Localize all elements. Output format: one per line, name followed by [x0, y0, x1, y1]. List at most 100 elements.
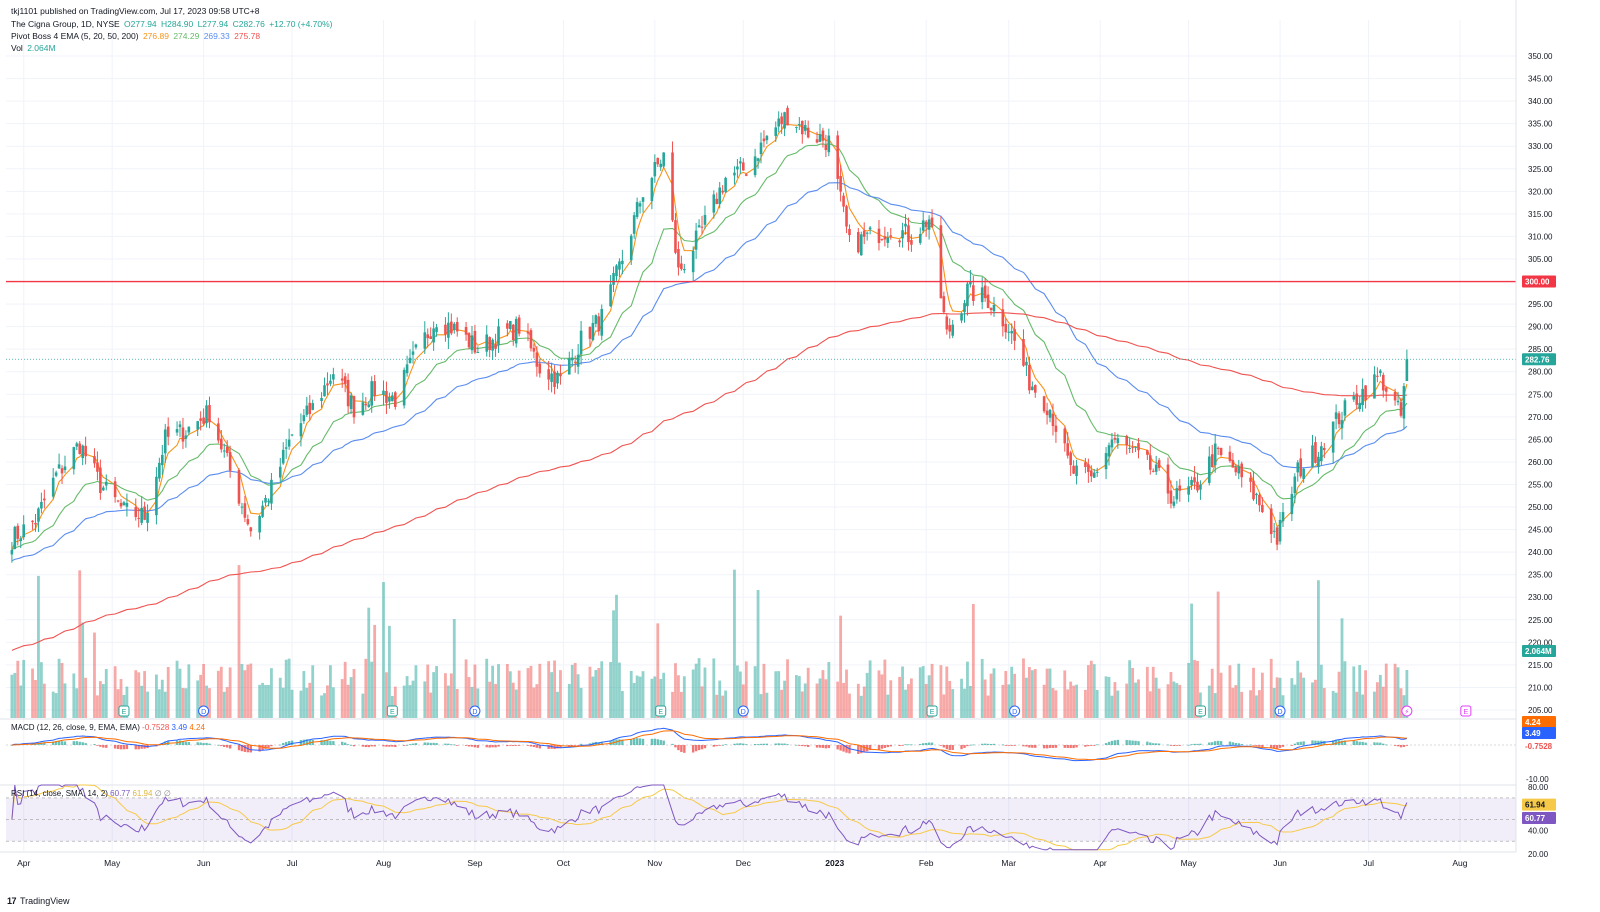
time-tick-label: Jun: [1273, 858, 1287, 868]
candle-body: [1063, 428, 1067, 444]
volume-bar: [591, 676, 595, 718]
macd-histogram-bar: [1072, 745, 1075, 749]
candle-body: [724, 177, 727, 193]
volume-bar: [452, 619, 456, 718]
macd-signal-value: 4.24: [189, 723, 205, 732]
candle-body: [559, 373, 562, 377]
volume-bar: [1045, 668, 1049, 718]
macd-histogram-bar: [924, 742, 928, 745]
candle-body: [877, 228, 881, 244]
volume-bar: [467, 677, 471, 718]
volume-bar: [219, 666, 223, 718]
candle-body: [1048, 409, 1052, 418]
macd-histogram-bar: [494, 745, 497, 748]
volume-bar: [1302, 677, 1306, 718]
macd-histogram-bar: [243, 745, 247, 752]
price-tick-label: 280.00: [1528, 368, 1553, 377]
volume-bar: [1355, 691, 1359, 718]
volume-bar: [57, 658, 61, 718]
volume-bar: [1405, 670, 1409, 718]
macd-histogram-bar: [827, 745, 831, 749]
candle-body: [385, 390, 388, 403]
ohlc-high: H284.90: [161, 19, 194, 29]
candle-body: [1278, 519, 1282, 542]
candle-body: [677, 249, 680, 268]
volume-legend[interactable]: Vol 2.064M: [11, 43, 58, 54]
volume-bar: [208, 688, 211, 718]
candle-body: [102, 487, 105, 491]
macd-histogram-bar: [1396, 745, 1400, 747]
event-marker-label: E: [390, 709, 395, 716]
volume-bar: [1169, 672, 1173, 718]
volume-bar: [1001, 684, 1005, 718]
rsi-empty-2: ∅: [163, 789, 171, 798]
volume-bar: [927, 675, 931, 718]
macd-histogram-bar: [113, 745, 117, 749]
macd-histogram-bar: [621, 739, 624, 745]
candle-body: [529, 330, 533, 349]
symbol-legend[interactable]: The Cigna Group, 1D, NYSE O277.94 H284.9…: [11, 19, 335, 30]
macd-histogram-bar: [1131, 740, 1134, 745]
candle-body: [51, 477, 55, 497]
macd-histogram-bar: [140, 745, 143, 749]
candle-body: [96, 462, 99, 472]
rsi-legend[interactable]: RSI (14, close, SMA, 14, 2) 60.77 61.94 …: [11, 789, 171, 798]
macd-histogram-bar: [1125, 740, 1128, 745]
macd-histogram-bar: [116, 745, 120, 750]
dividend-marker: [469, 705, 481, 717]
candle-body: [980, 287, 984, 303]
macd-histogram-bar: [143, 745, 146, 749]
candle-body: [886, 237, 890, 243]
macd-histogram-bar: [571, 745, 574, 747]
volume-bar: [39, 662, 43, 718]
candle-body: [225, 446, 229, 454]
candle-body: [821, 130, 825, 141]
macd-histogram-bar: [72, 741, 76, 745]
volume-bar: [794, 675, 798, 718]
candle-body: [1066, 443, 1070, 456]
volume-bar: [1317, 580, 1320, 718]
volume-bar: [1334, 692, 1338, 718]
candle-body: [983, 285, 987, 299]
macd-histogram-bar: [556, 745, 559, 749]
volume-bar: [281, 687, 285, 718]
macd-histogram-bar: [815, 745, 819, 748]
volume-bar: [449, 673, 453, 718]
volume-bar: [910, 678, 913, 718]
macd-histogram-bar: [1042, 745, 1046, 749]
volume-bar: [305, 687, 309, 718]
macd-legend[interactable]: MACD (12, 26, close, 9, EMA, EMA) -0.752…: [11, 723, 205, 732]
macd-signal-badge-bg: [1522, 716, 1556, 728]
volume-bar: [862, 686, 866, 718]
candle-body: [382, 390, 385, 395]
volume-bar: [700, 686, 704, 718]
candle-body: [780, 116, 783, 125]
candle-body: [450, 321, 453, 334]
volume-bar: [733, 569, 736, 718]
macd-histogram-bar: [450, 744, 453, 746]
macd-histogram-bar: [509, 745, 512, 746]
macd-histogram-bar: [1134, 740, 1137, 745]
candle-body: [656, 158, 660, 165]
ema-legend[interactable]: Pivot Boss 4 EMA (5, 20, 50, 200) 276.89…: [11, 31, 262, 42]
macd-histogram-bar: [476, 745, 480, 748]
macd-histogram-bar: [1358, 741, 1361, 745]
candle-body: [411, 351, 415, 355]
time-tick-label: Jul: [287, 858, 298, 868]
volume-bar: [326, 685, 329, 718]
volume-bar: [656, 623, 660, 718]
candle-body: [948, 325, 952, 332]
candle-body: [22, 524, 25, 538]
macd-histogram-bar: [980, 743, 984, 745]
volume-bar: [924, 683, 928, 718]
dividend-marker: [198, 705, 210, 717]
candle-body: [700, 226, 704, 228]
macd-histogram-bar: [1261, 745, 1264, 748]
candle-body: [84, 445, 87, 457]
candle-body: [367, 404, 371, 407]
candle-body: [759, 142, 763, 155]
volume-bar: [718, 680, 722, 718]
candle-body: [432, 328, 435, 343]
candle-body: [862, 230, 866, 237]
